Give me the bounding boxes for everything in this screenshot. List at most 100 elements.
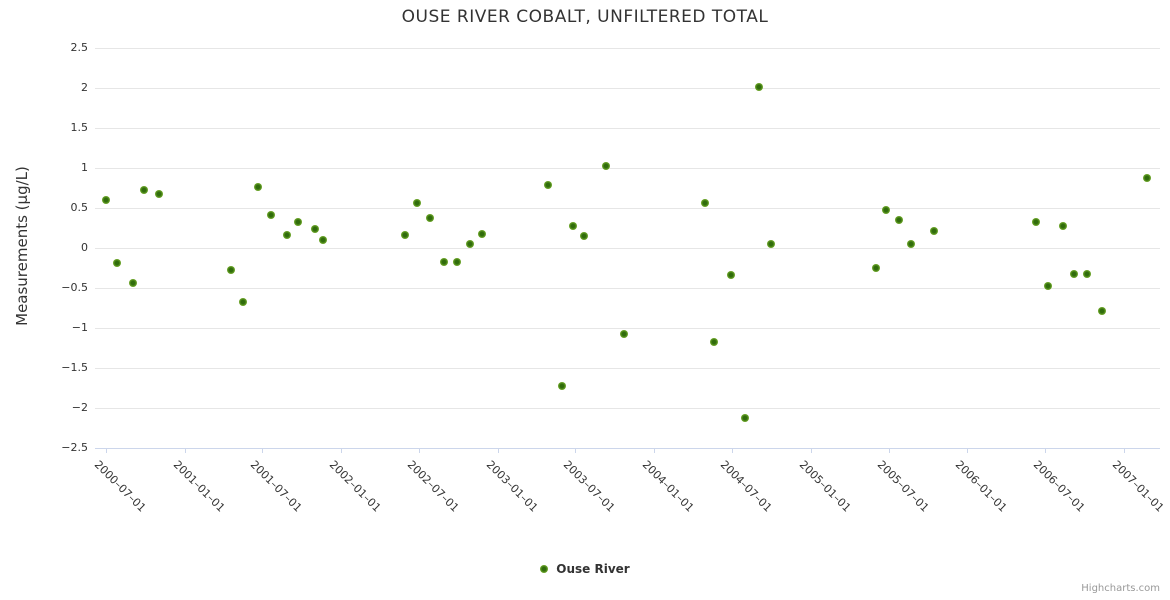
x-axis-tick xyxy=(732,448,734,453)
data-point[interactable] xyxy=(154,190,163,199)
legend-series-label: Ouse River xyxy=(556,562,630,576)
x-axis-tick xyxy=(811,448,813,453)
data-point[interactable] xyxy=(253,183,262,192)
x-axis-tick xyxy=(341,448,343,453)
x-tick-label: 2001–07–01 xyxy=(248,458,305,515)
data-point[interactable] xyxy=(619,329,628,338)
x-tick-label: 2002–01–01 xyxy=(327,458,384,515)
x-axis-tick xyxy=(418,448,420,453)
x-tick-label: 2007–01–01 xyxy=(1109,458,1167,515)
data-point[interactable] xyxy=(128,279,137,288)
data-point[interactable] xyxy=(930,227,939,236)
x-axis-tick xyxy=(654,448,656,453)
data-point[interactable] xyxy=(1069,270,1078,279)
y-tick-label: −1 xyxy=(71,321,88,334)
y-tick-label: −1.5 xyxy=(61,361,88,374)
data-point[interactable] xyxy=(282,231,291,240)
data-point[interactable] xyxy=(754,83,763,92)
data-point[interactable] xyxy=(139,186,148,195)
data-point[interactable] xyxy=(102,196,110,204)
data-point[interactable] xyxy=(1097,307,1106,316)
y-tick-label: −2 xyxy=(71,401,88,414)
data-point[interactable] xyxy=(602,162,611,171)
data-point[interactable] xyxy=(1059,222,1068,231)
data-point[interactable] xyxy=(727,271,736,280)
data-point[interactable] xyxy=(1143,174,1152,183)
data-point[interactable] xyxy=(740,414,749,423)
data-point[interactable] xyxy=(227,266,236,275)
data-point[interactable] xyxy=(543,180,552,189)
chart-title: OUSE RIVER COBALT, UNFILTERED TOTAL xyxy=(401,7,769,27)
y-tick-label: −0.5 xyxy=(61,281,88,294)
x-axis-tick xyxy=(184,448,186,453)
data-point[interactable] xyxy=(267,211,275,220)
data-point[interactable] xyxy=(1083,270,1092,279)
y-gridline xyxy=(95,128,1160,129)
data-point[interactable] xyxy=(426,214,434,223)
x-axis-tick xyxy=(1045,448,1047,453)
x-tick-label: 2000–07–01 xyxy=(91,458,149,515)
y-gridline xyxy=(95,368,1160,369)
x-axis-line xyxy=(95,448,1160,449)
data-point[interactable] xyxy=(1032,217,1041,226)
x-axis-tick xyxy=(1123,448,1125,453)
data-point[interactable] xyxy=(238,297,247,306)
data-point[interactable] xyxy=(310,224,319,233)
x-tick-label: 2003–07–01 xyxy=(561,458,618,515)
highcharts-credits-link[interactable]: Highcharts.com xyxy=(1081,583,1160,594)
legend-item-ouse-river[interactable]: Ouse River xyxy=(0,562,1170,576)
data-point[interactable] xyxy=(413,199,422,208)
y-gridline xyxy=(95,48,1160,49)
data-point[interactable] xyxy=(478,229,487,238)
x-axis-tick xyxy=(967,448,969,453)
y-tick-label: 2.5 xyxy=(70,41,89,54)
x-tick-label: 2006–01–01 xyxy=(953,458,1010,515)
x-tick-label: 2004–01–01 xyxy=(639,458,697,515)
y-tick-label: 0 xyxy=(81,241,88,254)
data-point[interactable] xyxy=(580,232,589,240)
y-tick-label: 0.5 xyxy=(70,201,89,214)
y-tick-label: 2 xyxy=(81,81,88,94)
data-point[interactable] xyxy=(709,338,718,347)
y-tick-label: −2.5 xyxy=(61,441,88,454)
x-axis-tick xyxy=(575,448,577,453)
y-gridline xyxy=(95,208,1160,209)
data-point[interactable] xyxy=(112,259,121,268)
x-tick-label: 2001–01–01 xyxy=(170,458,228,515)
data-point[interactable] xyxy=(294,217,303,226)
y-tick-label: 1.5 xyxy=(70,121,89,134)
x-axis-tick xyxy=(262,448,264,453)
data-point[interactable] xyxy=(453,258,461,267)
x-axis-tick xyxy=(497,448,499,453)
x-tick-label: 2005–07–01 xyxy=(874,458,931,515)
y-gridline xyxy=(95,168,1160,169)
x-tick-label: 2006–07–01 xyxy=(1030,458,1088,515)
y-gridline xyxy=(95,88,1160,89)
x-tick-label: 2003–01–01 xyxy=(483,458,541,515)
data-point[interactable] xyxy=(1043,281,1052,290)
y-gridline xyxy=(95,328,1160,329)
data-point[interactable] xyxy=(465,240,474,248)
data-point[interactable] xyxy=(568,222,577,231)
data-point[interactable] xyxy=(700,199,709,208)
x-tick-label: 2002–07–01 xyxy=(404,458,462,515)
y-gridline xyxy=(95,248,1160,249)
x-axis-tick xyxy=(888,448,890,453)
legend-marker-icon xyxy=(540,565,549,573)
data-point[interactable] xyxy=(871,264,880,272)
x-axis-tick xyxy=(106,448,107,453)
data-point[interactable] xyxy=(439,257,448,266)
data-point[interactable] xyxy=(766,240,775,248)
data-point[interactable] xyxy=(400,231,409,240)
data-point[interactable] xyxy=(894,216,903,224)
y-tick-label: 1 xyxy=(81,161,88,174)
x-tick-label: 2005–01–01 xyxy=(796,458,854,515)
y-gridline xyxy=(95,288,1160,289)
data-point[interactable] xyxy=(557,382,566,391)
data-point[interactable] xyxy=(881,205,890,214)
data-point[interactable] xyxy=(318,236,327,244)
x-tick-label: 2004–07–01 xyxy=(717,458,775,515)
y-gridline xyxy=(95,408,1160,409)
data-point[interactable] xyxy=(907,240,916,248)
